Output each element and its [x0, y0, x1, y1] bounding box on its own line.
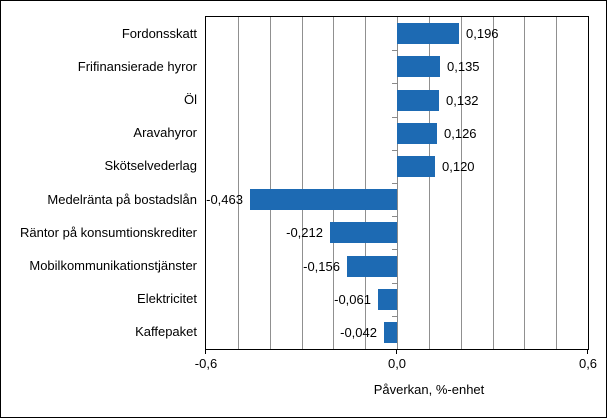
category-label: Mobilkommunikationstjänster [29, 258, 197, 273]
category-axis-tick [392, 249, 397, 250]
category-axis-tick [392, 183, 397, 184]
bar [347, 256, 397, 277]
bar [397, 156, 435, 177]
x-axis-title: Påverkan, %-enhet [373, 382, 485, 397]
bar [397, 123, 437, 144]
category-axis-tick [392, 283, 397, 284]
x-axis-tick [396, 349, 397, 354]
gridline [523, 17, 525, 349]
bar [250, 189, 397, 210]
x-axis-tick [205, 349, 206, 354]
value-label: 0,135 [447, 59, 480, 74]
bar [397, 23, 459, 44]
category-axis-tick [392, 117, 397, 118]
gridline [460, 17, 462, 349]
gridline [269, 17, 271, 349]
gridline [492, 17, 494, 349]
x-tick-label: -0,6 [194, 356, 218, 371]
bar [378, 289, 397, 310]
bar [330, 222, 397, 243]
category-axis-tick [392, 216, 397, 217]
value-label: 0,196 [466, 26, 499, 41]
category-axis-tick [392, 83, 397, 84]
category-axis-tick [392, 50, 397, 51]
bar [384, 322, 397, 343]
x-tick-label: 0,0 [387, 356, 407, 371]
value-label: 0,132 [446, 93, 479, 108]
gridline [364, 17, 366, 349]
value-label: -0,463 [206, 192, 243, 207]
gridline [301, 17, 303, 349]
category-label: Kaffepaket [135, 324, 197, 339]
category-label: Medelränta på bostadslån [47, 192, 197, 207]
bar [397, 56, 440, 77]
value-label: -0,212 [286, 225, 323, 240]
category-axis-tick [392, 150, 397, 151]
value-label: 0,120 [442, 159, 475, 174]
gridline [237, 17, 239, 349]
category-label: Elektricitet [137, 291, 197, 306]
category-label: Aravahyror [133, 125, 197, 140]
zero-axis-line [396, 17, 398, 349]
value-label: -0,042 [340, 325, 377, 340]
x-tick-label: 0,6 [578, 356, 598, 371]
x-axis-tick [587, 349, 588, 354]
value-label: -0,061 [334, 292, 371, 307]
gridline [555, 17, 557, 349]
value-label: -0,156 [303, 259, 340, 274]
value-label: 0,126 [444, 126, 477, 141]
category-label: Räntor på konsumtionskrediter [19, 225, 197, 240]
category-label: Skötselvederlag [104, 158, 198, 173]
bar [397, 90, 439, 111]
category-label: Frifinansierade hyror [77, 59, 197, 74]
gridline [332, 17, 334, 349]
gridline [428, 17, 430, 349]
category-label: Fordonsskatt [121, 26, 197, 41]
plot-area: 0,196 0,135 0,132 0,126 0,120 -0,463 -0,212 -0,… [205, 16, 589, 350]
category-axis-tick [392, 316, 397, 317]
category-label: Öl [184, 92, 197, 107]
